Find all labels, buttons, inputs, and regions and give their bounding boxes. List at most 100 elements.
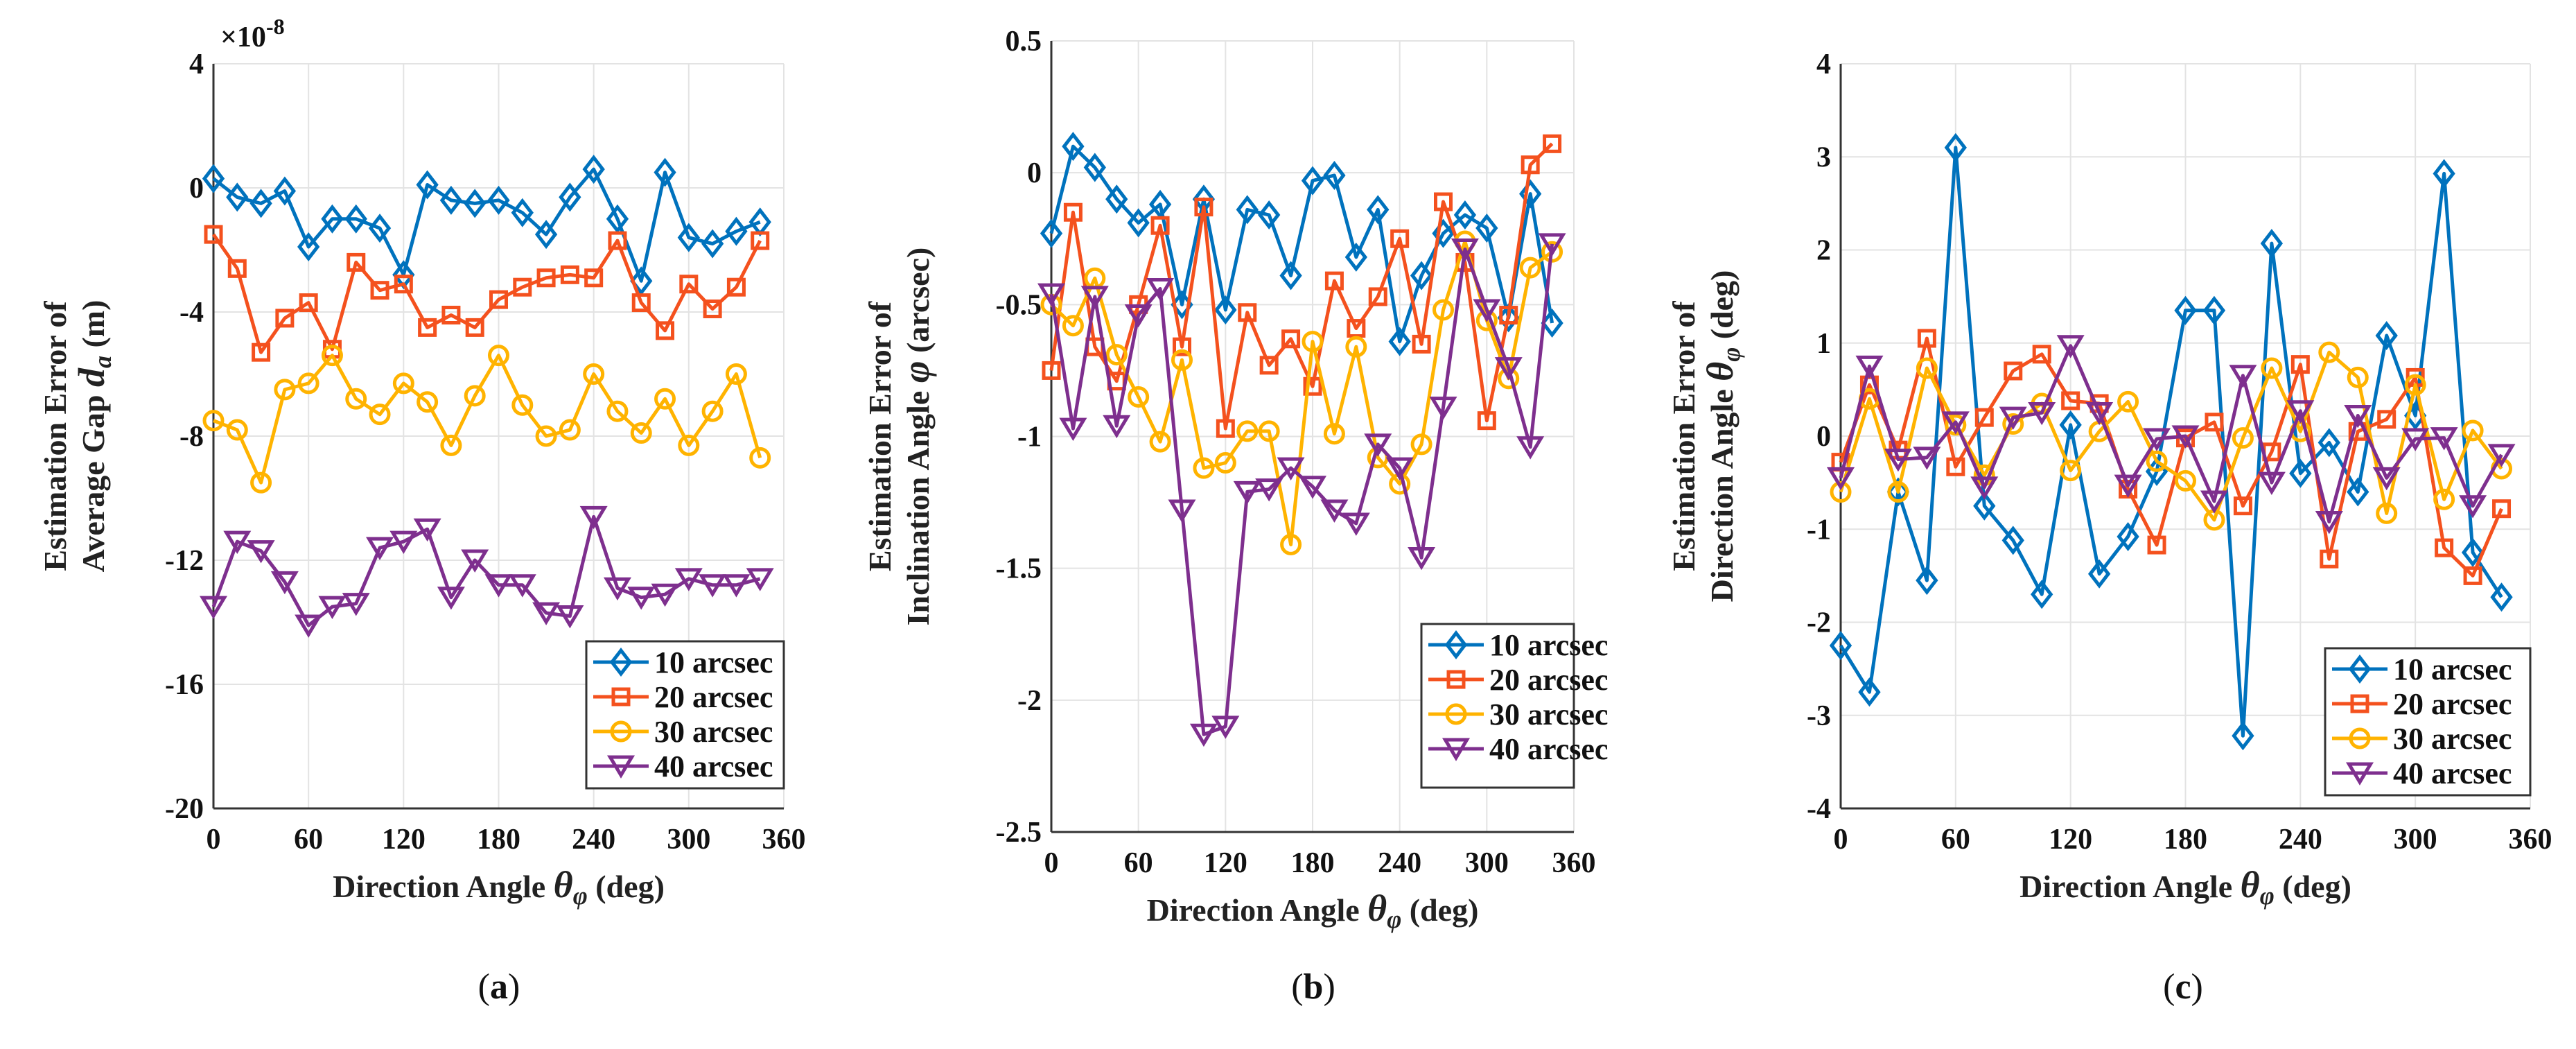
data-point — [1364, 433, 1392, 457]
legend-label: 40 arcsec — [1489, 732, 1608, 766]
data-point — [461, 549, 489, 573]
data-point — [511, 198, 534, 227]
legend-marker — [2348, 654, 2372, 684]
x-tick-label: 240 — [572, 824, 615, 856]
data-point — [2433, 159, 2455, 189]
data-point — [556, 605, 584, 629]
data-point — [464, 385, 486, 407]
y-tick-label: 2 — [1816, 235, 1831, 267]
data-point — [2347, 366, 2369, 388]
legend-label: 40 arcsec — [2393, 756, 2512, 790]
legend-label: 30 arcsec — [2393, 722, 2512, 756]
data-point — [1944, 132, 1967, 162]
data-point — [2059, 410, 2082, 440]
data-point — [1388, 327, 1411, 356]
data-point — [559, 182, 581, 212]
data-point — [559, 419, 581, 441]
data-point — [1211, 716, 1240, 739]
y-tick-label: -1 — [1017, 422, 1042, 453]
data-point — [441, 305, 461, 324]
legend-label: 40 arcsec — [654, 749, 773, 783]
data-point — [1128, 385, 1150, 408]
data-point — [630, 422, 652, 444]
data-point — [1062, 132, 1085, 162]
legend-label: 30 arcsec — [654, 715, 773, 749]
y-tick-label: -2.5 — [996, 817, 1042, 849]
data-point — [2061, 391, 2080, 410]
chart-b: 0 60 120 180 240 300 360 -2.5 -2 -1.5 -1 -0.5 0 0.5 10… — [862, 26, 1608, 1007]
data-point — [1887, 481, 1909, 503]
data-point — [1538, 233, 1566, 257]
data-point — [746, 568, 774, 591]
y-tick-label: 4 — [189, 49, 204, 80]
data-point — [582, 155, 605, 184]
data-point — [2147, 535, 2166, 555]
data-point — [347, 252, 366, 272]
legend-marker — [1446, 670, 1466, 689]
data-point — [1083, 153, 1106, 182]
y-tick-label: -4 — [179, 297, 204, 329]
data-point — [656, 321, 675, 340]
data-point — [1999, 406, 2027, 431]
data-point — [631, 293, 651, 313]
data-point — [252, 343, 271, 362]
data-point — [1451, 238, 1479, 262]
data-point — [1432, 299, 1454, 321]
data-point — [1280, 533, 1302, 555]
data-point — [2001, 526, 2024, 555]
data-point — [751, 231, 770, 250]
data-point — [2257, 471, 2286, 495]
x-tick-label: 240 — [2279, 824, 2322, 856]
series-line — [1049, 144, 1554, 344]
data-point — [321, 204, 344, 234]
chart-a: 0 60 120 180 240 300 360 -20 -16 -12 -8 -4 0 4 ×10-8 10… — [37, 14, 806, 1007]
data-point — [2117, 390, 2139, 413]
data-point — [749, 447, 771, 469]
data-point — [2056, 335, 2085, 358]
data-point — [1148, 189, 1172, 219]
series-40-arcsec — [199, 505, 774, 638]
data-point — [1970, 476, 1999, 500]
data-point — [2171, 425, 2200, 449]
data-point — [1974, 408, 1994, 427]
data-point — [1494, 357, 1523, 381]
data-point — [2462, 419, 2484, 442]
data-point — [534, 220, 558, 250]
subfigure-caption: (c) — [2163, 967, 2203, 1007]
data-point — [1173, 337, 1191, 356]
legend-label: 10 arcsec — [654, 645, 773, 679]
data-point — [2433, 488, 2455, 510]
data-point — [2376, 502, 2398, 524]
series-10-arcsec — [202, 155, 771, 296]
legend-box — [585, 640, 785, 790]
data-point — [1303, 376, 1322, 396]
y-tick-label: -20 — [165, 793, 204, 825]
data-point — [2344, 404, 2372, 428]
data-point — [2202, 295, 2226, 325]
data-point — [1277, 457, 1305, 480]
data-point — [2205, 413, 2224, 432]
data-point — [2232, 721, 2254, 751]
y-tick-label: -16 — [165, 669, 204, 701]
data-point — [1826, 467, 1855, 491]
data-point — [488, 345, 509, 367]
data-point — [1103, 415, 1131, 439]
data-point — [1324, 271, 1344, 291]
data-point — [2401, 428, 2430, 451]
x-tick-label: 360 — [2509, 824, 2552, 856]
data-point — [1320, 499, 1349, 523]
data-point — [223, 530, 252, 555]
data-point — [1434, 192, 1453, 211]
data-point — [1216, 419, 1235, 438]
data-point — [1453, 200, 1477, 230]
data-point — [1385, 457, 1414, 480]
data-point — [584, 268, 604, 288]
data-point — [1475, 214, 1498, 243]
legend-marker — [2345, 762, 2374, 786]
data-point — [1541, 241, 1563, 263]
data-point — [1301, 166, 1324, 196]
data-point — [297, 232, 320, 262]
data-point — [1830, 481, 1852, 503]
x-tick-label: 0 — [207, 824, 221, 856]
